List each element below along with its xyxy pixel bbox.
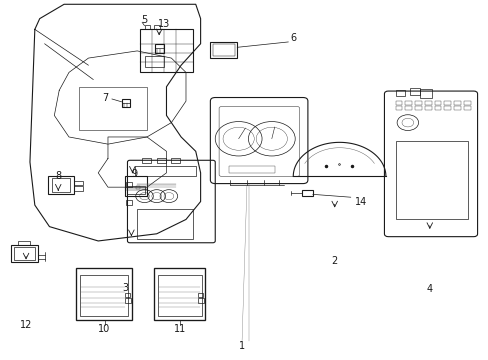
Bar [125,298,131,303]
Bar [414,107,421,110]
Text: 8: 8 [55,171,61,181]
Text: 7: 7 [102,93,108,103]
Bar [171,158,180,163]
Bar [198,293,203,297]
Text: 10: 10 [98,324,110,334]
Bar [405,101,411,105]
Bar [302,190,312,196]
Bar [74,186,82,191]
Bar [11,244,38,262]
Text: 2: 2 [331,256,337,266]
Bar [14,247,35,260]
Bar [395,140,467,220]
Bar [126,182,132,187]
Bar [210,42,237,58]
Bar [76,268,132,320]
Bar [126,200,132,205]
Bar [212,44,234,56]
Bar [144,25,150,30]
Bar [434,107,441,110]
Bar [155,44,163,53]
Text: 4: 4 [426,284,432,294]
Bar [157,158,165,163]
Bar [409,88,419,95]
Bar [122,99,130,107]
Bar [154,25,160,30]
Text: 5: 5 [141,15,147,26]
Bar [137,209,193,239]
Bar [444,107,450,110]
Text: 14: 14 [355,197,367,207]
Bar [414,101,421,105]
Bar [228,166,275,173]
Text: 6: 6 [289,33,296,43]
Bar [198,298,203,303]
Bar [419,89,431,98]
Bar [395,107,402,110]
Bar [424,101,431,105]
Bar [48,176,74,194]
Bar [424,107,431,110]
Text: 11: 11 [174,324,186,334]
Bar [79,87,147,130]
Bar [140,30,193,72]
Bar [127,186,144,194]
Bar [158,275,201,316]
Text: 1: 1 [239,341,244,351]
Bar [125,293,130,297]
Bar [52,178,70,192]
Bar [395,101,402,105]
Bar [395,90,405,96]
Text: 9: 9 [131,168,138,179]
Bar [142,158,151,163]
Bar [463,107,470,110]
Bar [444,101,450,105]
Bar [74,181,82,185]
Bar [453,107,460,110]
Bar [405,107,411,110]
Text: 12: 12 [20,320,32,330]
Bar [453,101,460,105]
Bar [18,241,30,244]
Bar [80,275,128,316]
Bar [463,101,470,105]
Bar [154,268,205,320]
Bar [136,186,140,189]
Bar [434,101,441,105]
Bar [135,166,195,176]
Bar [144,56,163,67]
Text: 13: 13 [158,19,170,29]
Text: 3: 3 [122,283,128,293]
Bar [125,176,147,196]
